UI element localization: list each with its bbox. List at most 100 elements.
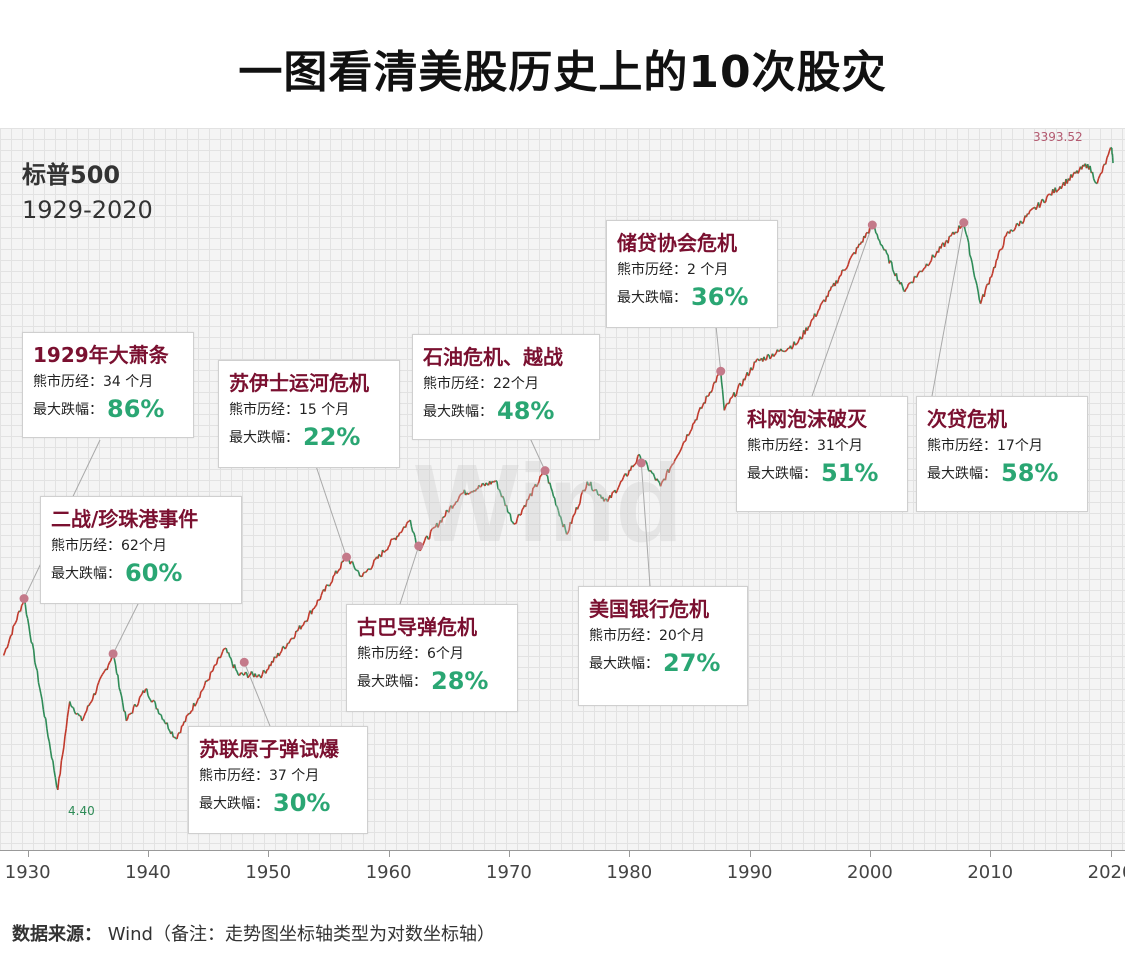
series-line-segment bbox=[445, 509, 449, 512]
series-line-segment bbox=[765, 354, 769, 360]
series-line-segment bbox=[58, 773, 61, 779]
series-line-segment bbox=[1097, 175, 1101, 179]
series-line-segment bbox=[1029, 209, 1032, 212]
series-line-segment bbox=[633, 463, 636, 466]
leader-line bbox=[529, 437, 546, 471]
series-line-segment bbox=[973, 276, 977, 281]
event-marker bbox=[342, 552, 352, 562]
series-line-segment bbox=[159, 713, 162, 716]
event-box-oil-crisis: 石油危机、越战 熊市历经：22个月 最大跌幅： 48% bbox=[412, 334, 600, 440]
series-line-segment bbox=[148, 697, 152, 701]
series-line-segment bbox=[940, 243, 943, 249]
series-line-segment bbox=[230, 658, 233, 664]
event-title: 次贷危机 bbox=[927, 407, 1007, 431]
series-line-segment bbox=[213, 664, 216, 667]
series-line-segment bbox=[947, 236, 951, 244]
series-line-segment bbox=[265, 669, 268, 674]
series-line-segment bbox=[591, 489, 594, 492]
series-line-segment bbox=[6, 643, 10, 649]
series-line-segment bbox=[900, 282, 904, 287]
series-line-segment bbox=[1002, 236, 1006, 246]
series-line-segment bbox=[117, 675, 120, 688]
series-line-segment bbox=[83, 712, 87, 717]
series-line-segment bbox=[37, 682, 41, 689]
series-line-segment bbox=[28, 625, 31, 636]
series-line-segment bbox=[378, 553, 381, 557]
series-line-segment bbox=[77, 713, 81, 717]
series-line-segment bbox=[726, 402, 729, 405]
series-line-segment bbox=[680, 446, 683, 450]
series-line-segment bbox=[555, 504, 558, 507]
series-line-segment bbox=[184, 715, 188, 723]
series-line-segment bbox=[553, 497, 557, 506]
series-line-segment bbox=[66, 709, 70, 718]
series-line-segment bbox=[525, 499, 528, 507]
x-tick bbox=[749, 851, 751, 857]
series-line-segment bbox=[1027, 210, 1031, 215]
series-line-segment bbox=[810, 318, 813, 322]
series-line-segment bbox=[38, 687, 42, 695]
series-line-segment bbox=[886, 253, 889, 256]
series-line-segment bbox=[956, 231, 959, 234]
event-title: 美国银行危机 bbox=[589, 597, 709, 621]
series-line-segment bbox=[1046, 194, 1049, 198]
series-line-segment bbox=[635, 456, 639, 463]
series-line-segment bbox=[59, 760, 63, 775]
series-line-segment bbox=[929, 260, 932, 263]
x-tick-label: 1930 bbox=[4, 862, 51, 883]
series-line-segment bbox=[114, 664, 118, 674]
series-line-segment bbox=[485, 482, 488, 485]
series-line-segment bbox=[49, 749, 53, 759]
x-tick-label: 1950 bbox=[245, 862, 292, 883]
event-drop: 最大跌幅： 48% bbox=[423, 397, 555, 425]
series-line-segment bbox=[916, 273, 919, 278]
event-drop: 最大跌幅： 30% bbox=[199, 789, 331, 817]
series-line-segment bbox=[279, 650, 283, 654]
series-line-segment bbox=[720, 381, 724, 390]
series-line-segment bbox=[917, 271, 920, 275]
leader-line bbox=[399, 545, 420, 605]
series-line-segment bbox=[610, 492, 614, 499]
series-line-segment bbox=[559, 516, 563, 523]
series-line-segment bbox=[32, 650, 36, 663]
series-line-segment bbox=[679, 449, 682, 453]
x-axis-line bbox=[0, 850, 1125, 851]
series-line-segment bbox=[369, 568, 371, 571]
series-line-segment bbox=[979, 299, 983, 304]
series-line-segment bbox=[763, 356, 766, 361]
series-line-segment bbox=[776, 349, 780, 352]
series-line-segment bbox=[294, 630, 297, 638]
event-box-cuba: 古巴导弹危机 熊市历经：6个月 最大跌幅： 28% bbox=[346, 604, 518, 712]
series-line-segment bbox=[537, 481, 540, 485]
series-line-segment bbox=[925, 263, 929, 267]
series-line-segment bbox=[689, 428, 693, 432]
x-tick bbox=[869, 851, 871, 857]
series-line-segment bbox=[227, 652, 231, 658]
series-line-segment bbox=[875, 232, 878, 235]
series-line-segment bbox=[545, 474, 548, 477]
series-line-segment bbox=[278, 652, 282, 657]
series-line-segment bbox=[460, 492, 463, 495]
series-line-segment bbox=[474, 488, 478, 492]
series-line-segment bbox=[16, 613, 19, 621]
series-line-segment bbox=[975, 280, 978, 286]
event-box-ww2: 二战/珍珠港事件 熊市历经：62个月 最大跌幅： 60% bbox=[40, 496, 242, 604]
series-line-segment bbox=[63, 736, 66, 748]
series-line-segment bbox=[892, 269, 895, 274]
series-line-segment bbox=[167, 728, 171, 732]
leader-line bbox=[243, 662, 271, 727]
series-line-segment bbox=[829, 286, 833, 291]
series-line-segment bbox=[976, 285, 979, 293]
series-line-segment bbox=[691, 423, 694, 430]
series-line-segment bbox=[34, 662, 37, 668]
series-line-segment bbox=[634, 461, 638, 465]
event-marker bbox=[959, 218, 969, 228]
series-line-segment bbox=[606, 498, 610, 502]
series-line-segment bbox=[977, 291, 981, 301]
series-line-segment bbox=[618, 480, 622, 485]
series-line-segment bbox=[884, 249, 888, 254]
series-line-segment bbox=[179, 725, 183, 734]
series-line-segment bbox=[1000, 248, 1003, 251]
series-line-segment bbox=[728, 398, 732, 404]
series-line-segment bbox=[160, 714, 164, 720]
